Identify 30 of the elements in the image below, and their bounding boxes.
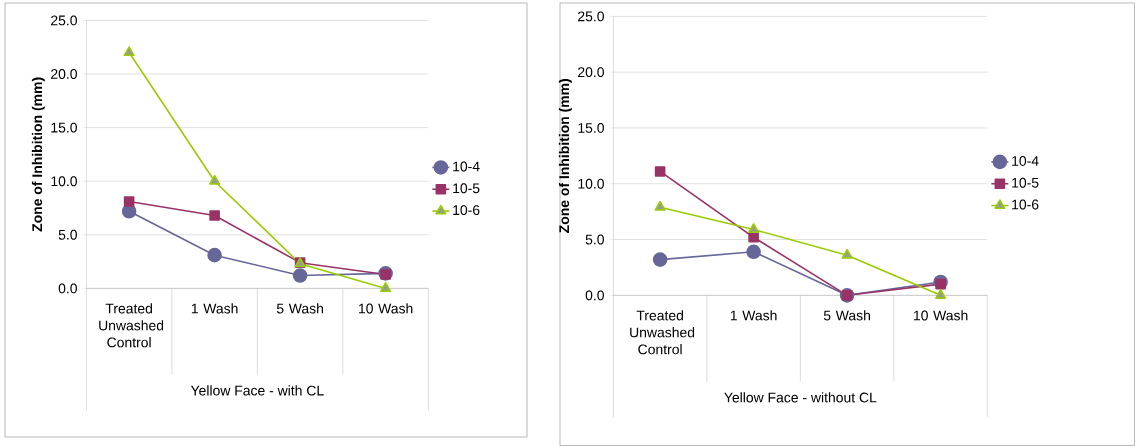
x-axis-title: Yellow Face - without CL (724, 392, 877, 403)
y-tick-label: 0.0 (585, 290, 604, 301)
x-tick-label: 10 Wash (914, 310, 968, 321)
legend-label: 10-4 (453, 161, 480, 172)
y-tick-label: 20.0 (578, 67, 604, 78)
y-tick-label: 15.0 (578, 122, 604, 133)
y-tick-label: 25.0 (51, 15, 77, 26)
y-tick-label: 0.0 (58, 283, 77, 294)
y-tick-label: 10.0 (578, 178, 604, 189)
y-tick-label: 10.0 (51, 176, 77, 187)
legend-label: 10-6 (453, 205, 480, 216)
legend-label: 10-5 (1012, 177, 1039, 188)
x-axis-title: Yellow Face - with CL (190, 385, 324, 396)
y-axis-title: Zone of Inhibition (mm) (31, 77, 45, 232)
y-tick-label: 25.0 (578, 11, 604, 22)
x-tick-label: Treated Unwashed Control (630, 310, 695, 355)
x-tick-label: 10 Wash (359, 303, 413, 314)
x-tick-label: 1 Wash (730, 310, 777, 321)
x-tick-label: 5 Wash (823, 310, 870, 321)
y-tick-label: 15.0 (51, 122, 77, 133)
x-tick-label: Treated Unwashed Control (99, 303, 164, 348)
legend-label: 10-4 (1012, 155, 1039, 166)
y-tick-label: 5.0 (58, 229, 77, 240)
x-tick-label: 1 Wash (191, 303, 238, 314)
x-tick-label: 5 Wash (276, 303, 323, 314)
y-axis-title: Zone of Inhibition (mm) (558, 79, 572, 233)
y-tick-label: 5.0 (585, 234, 604, 245)
legend-label: 10-6 (1012, 199, 1039, 210)
legend-label: 10-5 (453, 183, 480, 194)
y-tick-label: 20.0 (51, 69, 77, 79)
